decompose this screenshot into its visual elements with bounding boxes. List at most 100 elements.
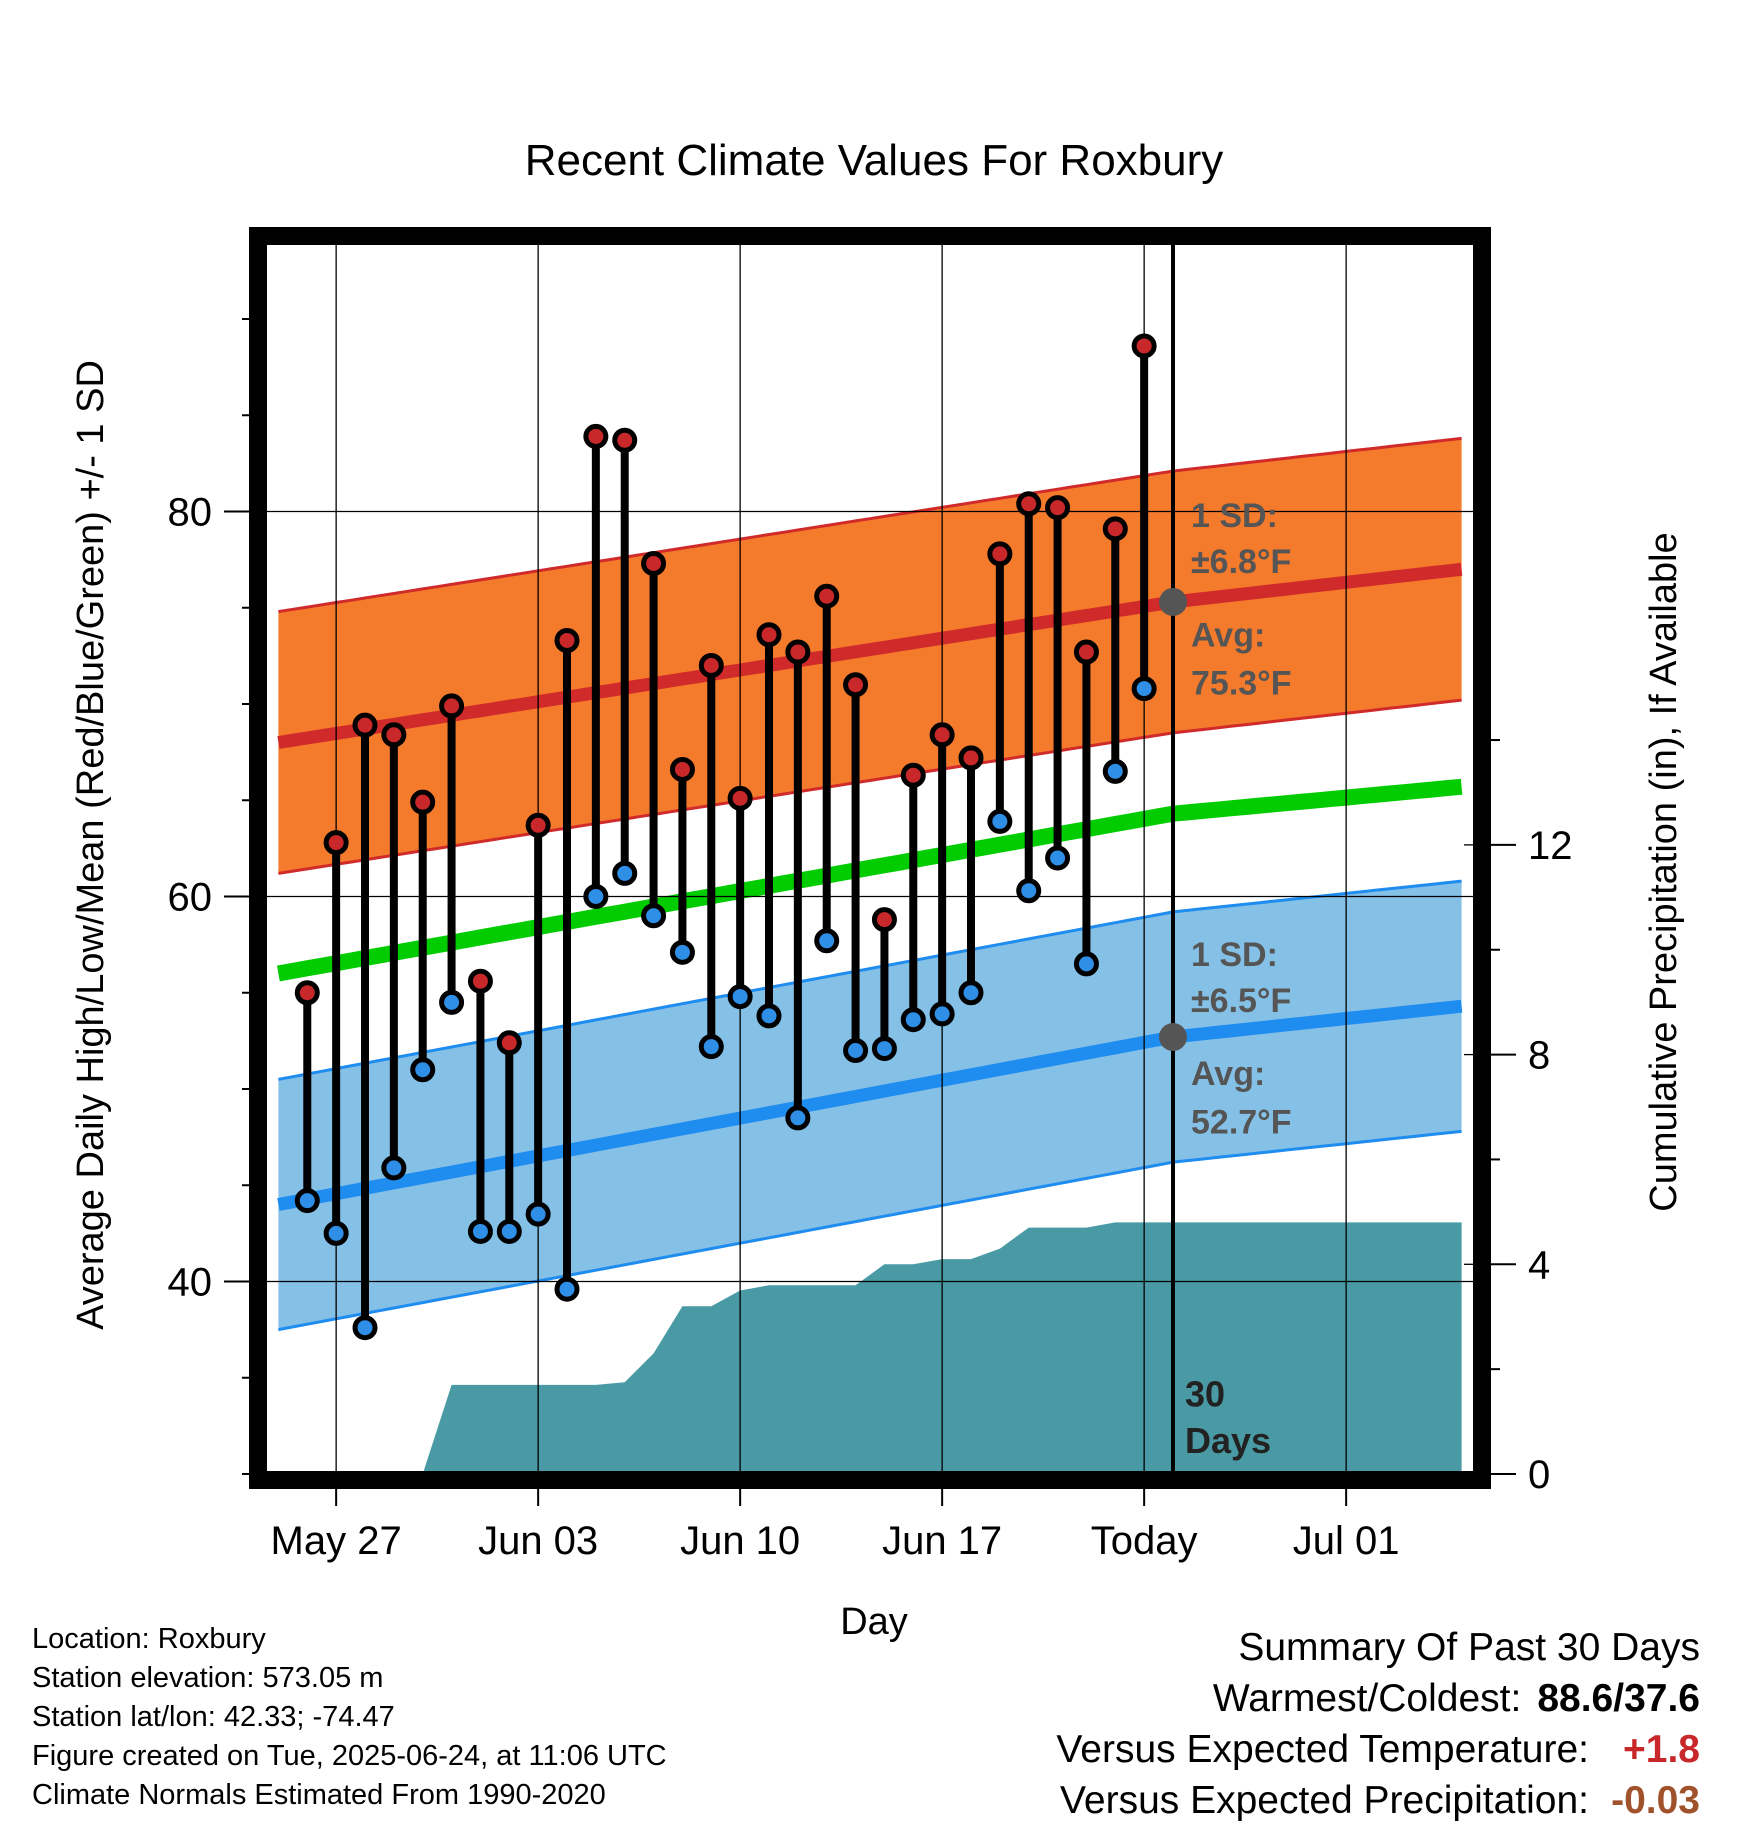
daily-high-point (352, 712, 378, 738)
summary-panel: Summary Of Past 30 Days Warmest/Coldest:… (1056, 1622, 1700, 1826)
today-normal-low-point (1159, 1023, 1187, 1052)
low-sd-band (278, 881, 1462, 1330)
summary-heading: Summary Of Past 30 Days (1238, 1626, 1700, 1669)
x-tick-label: Jun 03 (478, 1519, 598, 1563)
daily-high-point (669, 756, 695, 782)
days-word: Days (1185, 1420, 1271, 1461)
daily-low-point (496, 1218, 522, 1244)
daily-high-point (525, 812, 551, 838)
high-sd-band-lower-edge (278, 698, 1462, 875)
temp-departure-label: Versus Expected Temperature: (1056, 1728, 1589, 1771)
daily-high-point (900, 762, 926, 788)
daily-high-point (1045, 495, 1071, 521)
daily-high-point (410, 789, 436, 815)
right-y-axis-label: Cumulative Precipitation (in), If Availa… (1643, 532, 1685, 1211)
daily-low-point (641, 903, 667, 929)
x-axis-label: Day (840, 1601, 908, 1643)
daily-low-point (756, 1003, 782, 1029)
high-sd-value: ±6.8°F (1191, 543, 1291, 581)
daily-low-point (1131, 676, 1157, 702)
daily-low-point (467, 1218, 493, 1244)
daily-high-point (612, 427, 638, 453)
daily-high-point (467, 968, 493, 994)
daily-high-point (496, 1030, 522, 1056)
normal-mean-line (276, 778, 1463, 982)
high-avg-value: 75.3°F (1191, 664, 1292, 702)
warmest-coldest-label: Warmest/Coldest: (1212, 1677, 1522, 1720)
daily-low-point (1045, 845, 1071, 871)
left-y-tick-label: 60 (168, 876, 213, 920)
daily-low-point (958, 980, 984, 1006)
daily-high-point (583, 423, 609, 449)
left-y-tick-label: 80 (168, 491, 213, 535)
daily-low-point (352, 1315, 378, 1341)
elevation-text: Station elevation: 573.05 m (32, 1662, 384, 1694)
daily-high-point (814, 583, 840, 609)
daily-high-point (1073, 639, 1099, 665)
daily-low-point (1073, 951, 1099, 977)
temp-departure-value: +1.8 (1623, 1728, 1700, 1771)
daily-low-point (1102, 758, 1128, 784)
precip-departure-label: Versus Expected Precipitation: (1060, 1779, 1589, 1822)
daily-low-point (381, 1155, 407, 1181)
x-tick-label: Jun 17 (882, 1519, 1002, 1563)
normal-high-line (277, 562, 1463, 749)
low-avg-value: 52.7°F (1191, 1103, 1292, 1141)
daily-low-point (843, 1038, 869, 1063)
high-sd-band-upper-edge (278, 436, 1462, 614)
created-text: Figure created on Tue, 2025-06-24, at 11… (32, 1740, 667, 1772)
daily-high-point (1102, 516, 1128, 542)
daily-high-point (929, 722, 955, 748)
right-y-tick-label: 12 (1528, 824, 1573, 868)
daily-low-point (410, 1057, 436, 1083)
daily-low-point (612, 860, 638, 886)
daily-high-point (554, 627, 580, 653)
daily-low-point (525, 1201, 551, 1227)
station-info: Location: Roxbury Station elevation: 573… (32, 1620, 667, 1815)
daily-high-point (843, 672, 869, 698)
right-y-tick-label: 0 (1528, 1453, 1550, 1497)
daily-high-point (323, 830, 349, 856)
low-sd-band-lower-edge (278, 1129, 1462, 1332)
daily-high-point (698, 653, 724, 678)
daily-high-point (958, 745, 984, 771)
daily-low-point (554, 1276, 580, 1302)
daily-low-point (929, 1001, 955, 1027)
precip-departure-row: Versus Expected Precipitation: -0.03 (1056, 1775, 1700, 1826)
plot-frame (249, 227, 1491, 1489)
daily-low-point (698, 1034, 724, 1060)
x-tick-label: Today (1091, 1519, 1198, 1563)
daily-high-point (381, 722, 407, 748)
daily-high-point (785, 639, 811, 665)
warmest-coldest-value: 88.6/37.6 (1537, 1677, 1700, 1720)
low-sd-band-upper-edge (278, 879, 1462, 1081)
today-normal-high-point (1159, 587, 1187, 616)
latlon-text: Station lat/lon: 42.33; -74.47 (32, 1701, 395, 1733)
left-y-tick-label: 40 (168, 1261, 213, 1305)
daily-low-point (814, 928, 840, 954)
low-sd-label: 1 SD: (1191, 936, 1278, 974)
daily-high-point (641, 550, 667, 576)
daily-low-point (900, 1007, 926, 1033)
high-avg-label: Avg: (1191, 616, 1265, 654)
daily-high-point (1016, 491, 1042, 517)
daily-low-point (727, 984, 753, 1010)
daily-high-point (987, 541, 1013, 567)
daily-low-point (785, 1105, 811, 1131)
low-sd-value: ±6.5°F (1191, 982, 1291, 1020)
daily-low-point (669, 939, 695, 965)
axes: May 27 Jun 03 Jun 10 Jun 17 Today Jul 0140608… (168, 227, 1573, 1563)
daily-low-point (323, 1220, 349, 1246)
daily-high-point (1131, 333, 1157, 359)
daily-high-point (727, 785, 753, 811)
daily-low-point (294, 1188, 320, 1214)
right-y-tick-label: 4 (1528, 1243, 1550, 1287)
warmest-coldest-row: Warmest/Coldest: 88.6/37.6 (1056, 1673, 1700, 1724)
x-tick-label: Jul 01 (1293, 1519, 1400, 1563)
daily-low-point (1016, 878, 1042, 904)
daily-low-point (583, 884, 609, 909)
plot-area: 1 SD: ±6.8°F Avg: 75.3°F 1 SD: ±6.5°F Avg: 52.7… (264, 242, 1476, 1474)
normal-low-line (277, 999, 1463, 1211)
daily-high-point (439, 693, 465, 719)
